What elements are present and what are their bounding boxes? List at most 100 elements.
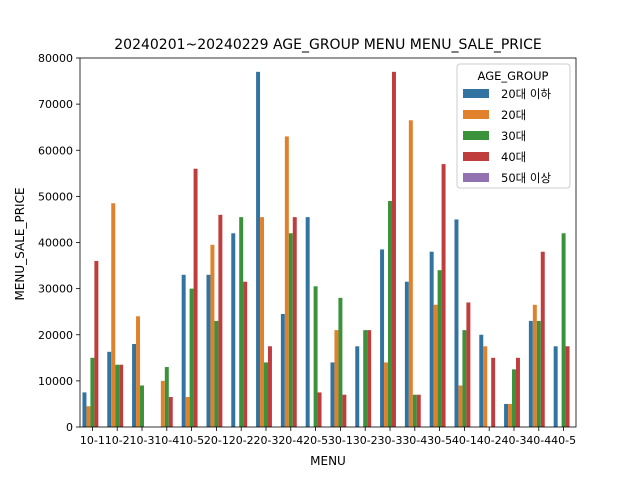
legend-label: 20대 이하	[501, 87, 551, 101]
bar-20-3-40대	[267, 346, 272, 427]
bar-20-2-40대	[243, 281, 248, 427]
bar-40-5-20대-이하	[553, 346, 558, 427]
bar-20-5-20대-이하	[305, 217, 310, 427]
bar-10-4-20대	[160, 380, 165, 427]
x-tick-label: 40-2	[477, 434, 502, 447]
bar-20-4-20대-이하	[280, 313, 285, 427]
legend-label: 40대	[501, 150, 526, 164]
legend-swatch	[463, 89, 489, 98]
bar-10-1-20대-이하	[82, 392, 87, 427]
bar-10-1-20대	[86, 406, 91, 427]
legend-swatch	[463, 110, 489, 119]
x-tick-label: 10-3	[130, 434, 155, 447]
y-tick-label: 50000	[38, 190, 73, 203]
bar-20-5-40대	[317, 392, 322, 427]
chart-title: 20240201~20240229 AGE_GROUP MENU MENU_SA…	[114, 37, 542, 53]
bar-40-1-30대	[462, 330, 467, 427]
bar-40-3-20대	[508, 403, 513, 427]
bar-30-4-30대	[412, 394, 417, 427]
legend-swatch	[463, 131, 489, 140]
x-tick-label: 10-1	[80, 434, 105, 447]
bar-40-5-30대	[561, 233, 566, 427]
bar-30-4-20대	[408, 120, 413, 428]
bar-30-4-20대-이하	[404, 281, 409, 427]
legend: AGE_GROUP 20대 이하 20대 30대 40대 50대 이상	[456, 63, 571, 189]
legend-title: AGE_GROUP	[478, 69, 549, 83]
x-tick-label: 30-3	[378, 434, 403, 447]
bar-40-2-40대	[491, 357, 496, 427]
y-tick-label: 40000	[38, 237, 73, 250]
x-tick-label: 30-5	[427, 434, 452, 447]
y-axis-label: MENU_SALE_PRICE	[13, 187, 27, 300]
bar-30-1-30대	[338, 297, 343, 427]
y-tick-label: 70000	[38, 98, 73, 111]
bar-20-2-20대-이하	[231, 233, 236, 427]
bar-30-2-40대	[367, 330, 372, 427]
bar-40-3-40대	[515, 357, 520, 427]
plot-frame	[79, 57, 577, 428]
bar-30-1-20대	[334, 330, 339, 427]
legend-label: 30대	[501, 129, 526, 143]
bar-20-3-20대	[260, 217, 265, 427]
legend-label: 20대	[501, 108, 526, 122]
x-tick-label: 40-3	[502, 434, 527, 447]
bar-40-4-20대-이하	[528, 320, 533, 427]
x-axis-ticks: 10-1 10-2 10-3 10-4 10-5 20-1 20-2 20-3 20-4 20-5…	[80, 427, 576, 447]
bar-30-5-40대	[441, 164, 446, 427]
bar-30-3-30대	[388, 200, 392, 427]
x-tick-label: 40-4	[526, 434, 551, 447]
bar-10-5-40대	[193, 168, 198, 427]
bar-30-5-20대	[433, 304, 438, 427]
y-tick-label: 30000	[38, 283, 73, 296]
bars-group	[82, 71, 570, 428]
x-tick-label: 10-4	[154, 434, 179, 447]
bar-30-5-20대-이하	[429, 251, 434, 427]
bar-30-4-40대	[416, 394, 421, 427]
bar-30-2-20대-이하	[355, 346, 360, 427]
bar-40-3-30대	[512, 369, 516, 427]
bar-20-3-30대	[264, 362, 268, 427]
y-axis-ticks: 0 10000 20000 30000 40000 50000 60000 70000 8000…	[38, 52, 80, 434]
x-tick-label: 20-3	[254, 434, 279, 447]
bar-20-1-20대-이하	[206, 274, 211, 427]
bar-20-4-30대	[288, 233, 293, 427]
bar-10-2-40대	[119, 364, 124, 427]
bar-40-3-20대-이하	[504, 403, 509, 427]
y-tick-label: 60000	[38, 144, 73, 157]
bar-10-3-20대	[136, 316, 141, 427]
bar-10-4-30대	[164, 367, 169, 427]
x-tick-label: 10-2	[105, 434, 130, 447]
legend-swatch	[463, 152, 489, 161]
legend-label: 50대 이상	[501, 171, 551, 185]
x-tick-label: 20-5	[303, 434, 328, 447]
bar-30-3-20대	[384, 362, 389, 427]
bar-20-2-30대	[239, 217, 244, 427]
bar-30-3-20대-이하	[380, 249, 385, 427]
bar-40-2-20대-이하	[479, 334, 484, 427]
bar-20-4-40대	[292, 217, 297, 427]
y-tick-label: 0	[66, 421, 73, 434]
bar-20-1-30대	[214, 320, 219, 427]
x-tick-label: 30-2	[353, 434, 378, 447]
bar-10-3-20대-이하	[132, 343, 137, 427]
bar-40-1-20대-이하	[454, 219, 459, 427]
x-tick-label: 10-5	[179, 434, 204, 447]
x-tick-label: 20-4	[278, 434, 303, 447]
bar-30-2-30대	[363, 330, 368, 427]
x-tick-label: 20-1	[204, 434, 229, 447]
bar-10-2-20대	[111, 203, 116, 427]
x-tick-label: 40-5	[551, 434, 576, 447]
x-axis-label: MENU	[310, 454, 346, 468]
bar-10-3-30대	[140, 385, 144, 427]
bar-30-1-40대	[342, 394, 347, 427]
y-tick-label: 20000	[38, 329, 73, 342]
bar-20-5-30대	[313, 286, 318, 427]
bar-10-5-20대-이하	[181, 274, 186, 427]
bar-10-2-30대	[115, 364, 120, 427]
bar-20-3-20대-이하	[256, 71, 261, 428]
bar-10-1-40대	[94, 260, 99, 427]
bar-40-4-40대	[540, 251, 545, 427]
bar-10-1-30대	[90, 357, 95, 427]
bar-40-5-40대	[565, 346, 570, 427]
